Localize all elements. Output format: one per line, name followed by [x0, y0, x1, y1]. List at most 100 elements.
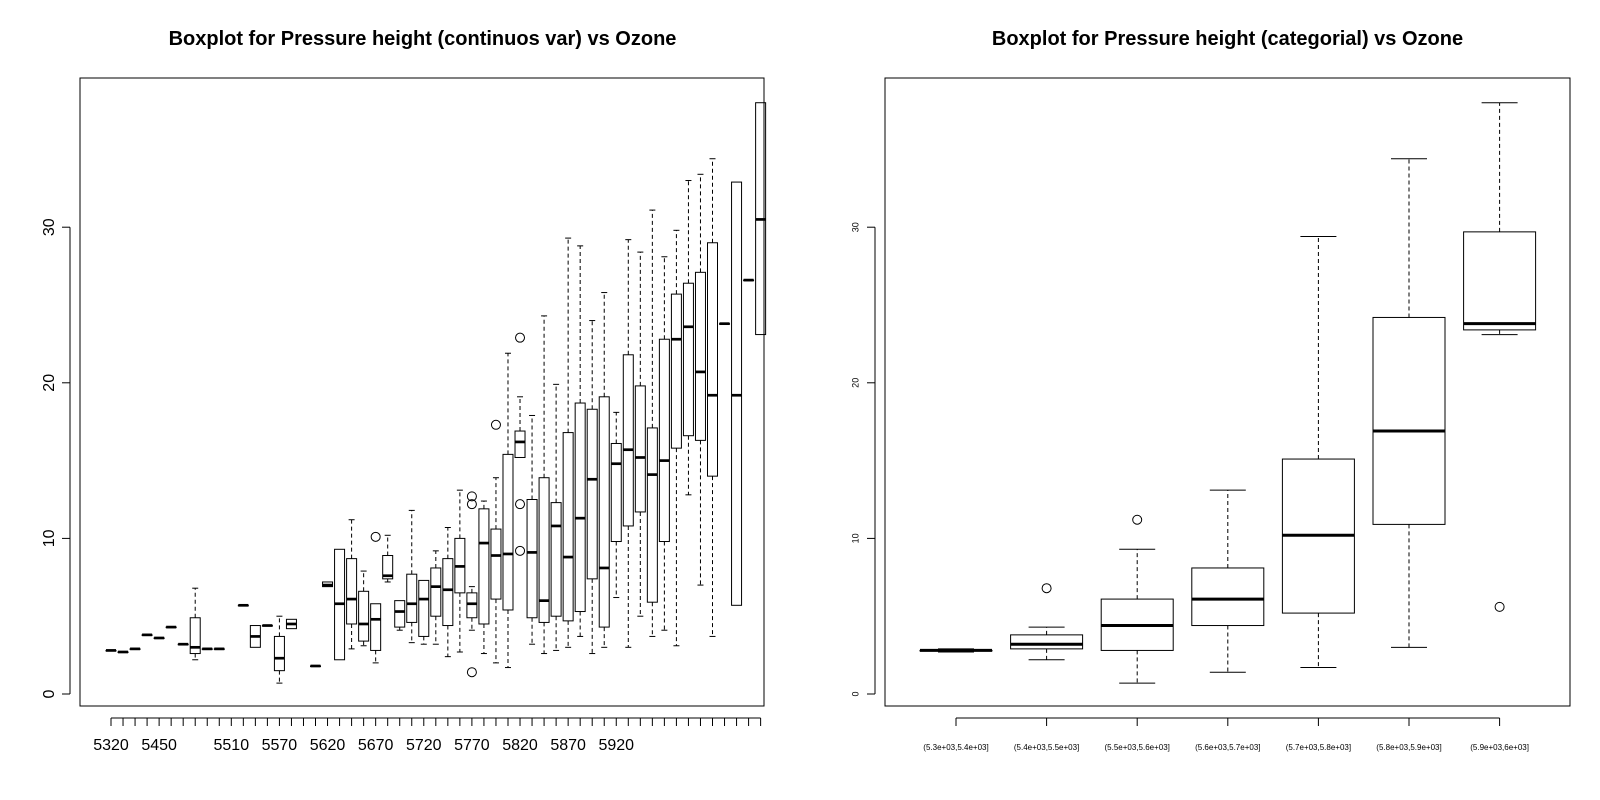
box-body-47	[670, 293, 682, 449]
box-body-6	[1463, 231, 1537, 331]
x-tick-label-2: 5510	[214, 737, 250, 754]
right-chart-title: Boxplot for Pressure height (categorial)…	[991, 28, 1464, 50]
box-0	[919, 648, 993, 653]
box-28	[442, 527, 454, 658]
box-5	[1372, 158, 1446, 648]
x-tick-label-8: 5820	[502, 737, 538, 754]
box-body-22	[370, 603, 382, 651]
box-21	[358, 570, 370, 647]
box-3	[1191, 489, 1265, 673]
outlier-30-2	[466, 667, 477, 678]
box-body-25	[406, 573, 418, 623]
box-body-3	[1191, 567, 1265, 627]
box-body-41	[598, 396, 610, 628]
box-body-31	[478, 508, 490, 625]
box-body-35	[526, 499, 538, 619]
box-48	[682, 180, 694, 496]
box-body-14	[273, 635, 285, 672]
box-body-7	[189, 617, 201, 655]
x-tick-label-5: 5670	[358, 737, 394, 754]
box-53	[743, 278, 755, 282]
box-body-49	[694, 271, 706, 441]
box-19	[334, 548, 346, 661]
box-body-50	[707, 242, 718, 477]
left-boxplot-panel: 0 10 20 30 5320 5450 5510 5570 5620 5670 5720 5770 5…	[41, 77, 767, 754]
box-body-46	[658, 338, 670, 543]
x-tick-label-6: (5.9e+03,6e+03]	[1470, 743, 1529, 752]
box-body-38	[562, 432, 574, 622]
box-body-33	[502, 453, 514, 611]
box-39	[574, 245, 586, 637]
box-body-37	[550, 502, 562, 617]
box-2	[1100, 514, 1174, 684]
box-20	[346, 519, 358, 650]
outlier-34-0	[515, 332, 526, 343]
box-body-5	[1372, 316, 1446, 525]
x-tick-label-7: 5770	[454, 737, 490, 754]
left-chart-title: Boxplot for Pressure height (continuos v…	[168, 28, 677, 50]
box-30	[466, 491, 478, 678]
box-14	[273, 615, 285, 684]
box-9	[213, 647, 225, 651]
box-31	[478, 500, 490, 655]
box-1	[1010, 583, 1084, 661]
box-12	[249, 625, 261, 648]
box-17	[310, 664, 322, 668]
outlier-30-0	[466, 491, 477, 502]
x-tick-label-5: (5.8e+03,5.9e+03]	[1376, 743, 1441, 752]
y-tick-label-0: 0	[41, 689, 58, 698]
outlier-1-0	[1041, 583, 1052, 594]
box-5	[165, 625, 177, 629]
box-42	[610, 411, 622, 599]
box-1	[117, 650, 129, 654]
box-50	[707, 158, 718, 637]
box-body-40	[586, 408, 598, 580]
box-body-44	[634, 385, 646, 513]
box-11	[237, 603, 249, 607]
box-3	[141, 633, 153, 637]
box-body-26	[418, 579, 430, 637]
box-body-45	[646, 427, 658, 603]
box-46	[658, 256, 670, 631]
box-13	[261, 624, 273, 627]
box-body-23	[382, 555, 394, 580]
x-tick-label-4: (5.7e+03,5.8e+03]	[1286, 743, 1351, 752]
box-49	[694, 173, 706, 586]
box-37	[550, 383, 562, 651]
box-body-1	[1010, 634, 1084, 650]
outlier-6-0	[1494, 601, 1505, 612]
box-7	[189, 587, 201, 661]
box-body-39	[574, 402, 586, 613]
box-body-32	[490, 528, 502, 600]
box-body-42	[610, 442, 622, 543]
box-15	[285, 618, 297, 630]
box-4	[1281, 236, 1355, 669]
y-tick-label-1: 10	[850, 533, 860, 543]
box-41	[598, 292, 610, 648]
box-45	[646, 209, 658, 637]
outlier-34-2	[515, 545, 526, 556]
box-27	[430, 550, 442, 645]
box-32	[490, 419, 502, 664]
outlier-32-0	[490, 419, 501, 430]
box-body-43	[622, 354, 634, 527]
box-18	[322, 581, 334, 588]
box-4	[153, 636, 165, 640]
box-29	[454, 489, 466, 653]
x-tick-label-6: 5720	[406, 737, 442, 754]
box-0	[105, 649, 117, 652]
x-tick-label-0: 5320	[93, 737, 129, 754]
box-40	[586, 320, 598, 655]
x-tick-label-3: 5570	[262, 737, 298, 754]
box-6	[177, 642, 189, 646]
box-body-28	[442, 558, 454, 627]
box-22	[370, 531, 382, 664]
outlier-22-0	[370, 531, 381, 542]
x-tick-label-3: (5.6e+03,5.7e+03]	[1195, 743, 1260, 752]
plot-frame	[884, 77, 1571, 707]
x-tick-label-0: (5.3e+03,5.4e+03]	[923, 743, 988, 752]
x-tick-label-2: (5.5e+03,5.6e+03]	[1105, 743, 1170, 752]
y-tick-label-2: 20	[850, 378, 860, 388]
y-tick-label-1: 10	[41, 529, 58, 547]
